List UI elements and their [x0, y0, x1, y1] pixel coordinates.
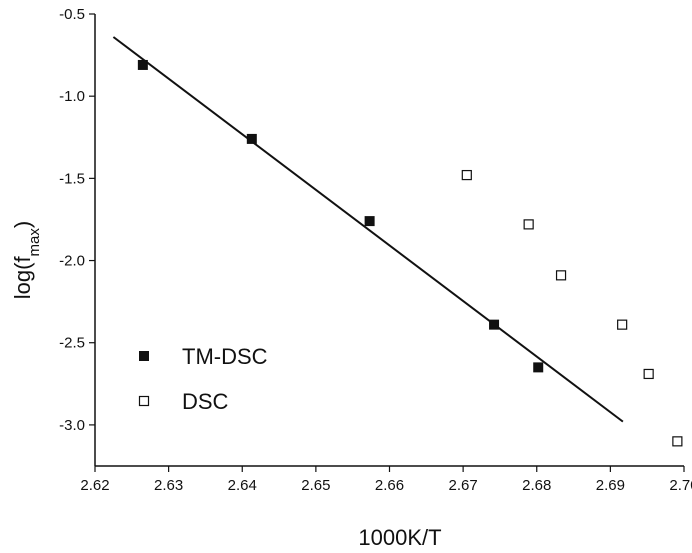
x-tick-label: 2.64 [228, 477, 257, 494]
tm-dsc-point [137, 59, 148, 70]
x-tick-label: 2.68 [522, 477, 551, 494]
x-tick-label: 2.67 [449, 477, 478, 494]
x-axis-ticks: 2.62 2.63 2.64 2.65 2.66 2.67 2.68 2.69 2.70 [80, 466, 692, 494]
dsc-point [672, 436, 683, 447]
y-tick-label: -1.0 [59, 88, 85, 105]
legend-marker-dsc [138, 395, 150, 407]
y-axis-title-main: log(f [10, 256, 35, 300]
y-tick-label: -2.0 [59, 253, 85, 270]
x-tick-label: 2.69 [596, 477, 625, 494]
x-tick-label: 2.65 [301, 477, 330, 494]
y-axis-title: log(fmax) [10, 221, 43, 299]
fit-line [112, 36, 624, 423]
x-tick-label: 2.62 [80, 477, 109, 494]
legend: TM-DSC DSC [138, 344, 268, 414]
legend-marker-tm-dsc [139, 351, 149, 361]
dsc-point [643, 368, 654, 380]
y-axis-title-subscript: max [26, 228, 43, 257]
y-tick-label: -1.5 [59, 170, 85, 187]
legend-label-tm-dsc: TM-DSC [182, 344, 268, 369]
dsc-point [555, 270, 567, 281]
y-axis-ticks: -0.5 -1.0 -1.5 -2.0 -2.5 -3.0 [59, 6, 95, 434]
x-axis-title: 1000K/T [358, 525, 441, 550]
y-tick-label: -3.0 [59, 417, 85, 434]
fit-line-group [112, 36, 624, 423]
tm-dsc-point [246, 133, 257, 144]
y-tick-label: -0.5 [59, 6, 85, 23]
tm-dsc-point [533, 362, 544, 373]
data-points [137, 59, 683, 447]
y-axis-title-close: ) [10, 221, 35, 228]
tm-dsc-point [364, 216, 375, 227]
x-tick-label: 2.63 [154, 477, 183, 494]
x-tick-label: 2.70 [669, 477, 692, 494]
tm-dsc-point [489, 319, 500, 330]
dsc-point [523, 219, 534, 230]
legend-label-dsc: DSC [182, 389, 229, 414]
dsc-point [461, 169, 472, 181]
x-tick-label: 2.66 [375, 477, 404, 494]
dsc-point [617, 319, 628, 330]
y-tick-label: -2.5 [59, 335, 85, 352]
